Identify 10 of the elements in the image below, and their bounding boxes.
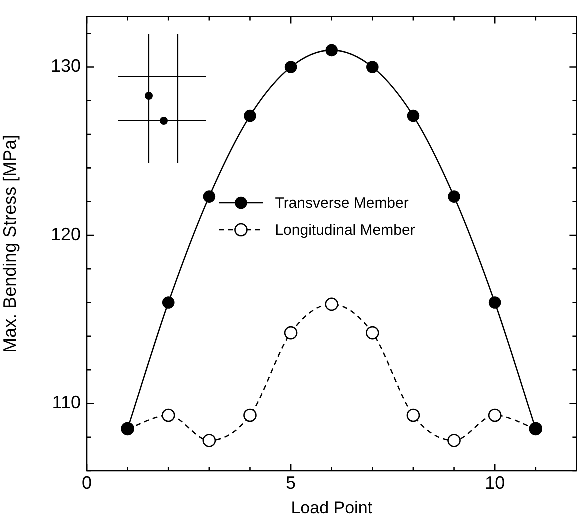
- legend-label: Longitudinal Member: [275, 222, 416, 240]
- y-tick-label: 110: [52, 392, 81, 413]
- y-axis-title: Max. Bending Stress [MPa]: [0, 134, 20, 353]
- x-tick-label: 5: [286, 472, 296, 493]
- y-tick-label: 130: [50, 56, 81, 76]
- x-axis-title: Load Point: [291, 498, 373, 518]
- x-tick-label: 10: [485, 472, 506, 493]
- legend-label: Transverse Member: [275, 195, 409, 212]
- x-tick-label: 0: [82, 472, 92, 493]
- y-tick-label: 120: [50, 224, 81, 244]
